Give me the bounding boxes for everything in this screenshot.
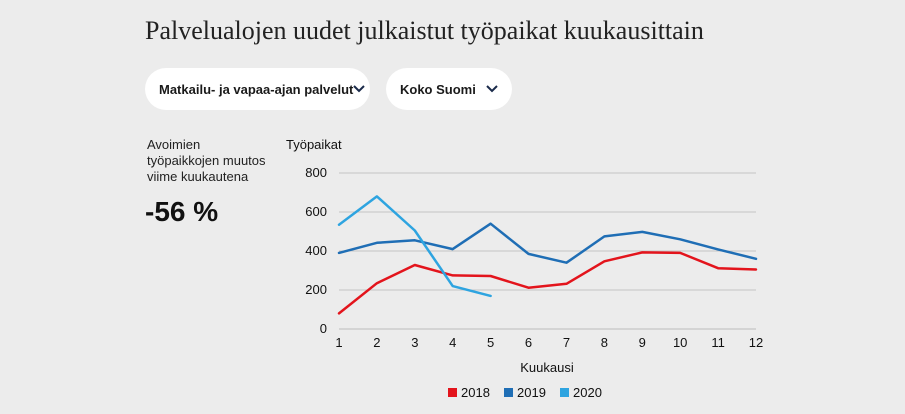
series-line-2018 xyxy=(337,251,758,315)
sector-dropdown[interactable]: Matkailu- ja vapaa-ajan palvelut xyxy=(145,68,370,110)
x-tick-label: 9 xyxy=(639,335,646,350)
chevron-down-icon xyxy=(486,85,498,93)
x-tick-label: 4 xyxy=(449,335,456,350)
x-tick-label: 1 xyxy=(335,335,342,350)
y-tick-label: 0 xyxy=(320,321,327,336)
sector-dropdown-label: Matkailu- ja vapaa-ajan palvelut xyxy=(159,81,354,97)
legend-label-2018: 2018 xyxy=(461,385,490,400)
legend-swatch-2019 xyxy=(504,388,513,397)
series-line-2020 xyxy=(337,195,492,298)
legend-label-2020: 2020 xyxy=(573,385,602,400)
chevron-down-icon xyxy=(353,85,366,93)
legend-label-2019: 2019 xyxy=(517,385,546,400)
region-dropdown[interactable]: Koko Suomi xyxy=(386,68,512,110)
y-tick-label: 800 xyxy=(305,165,327,180)
change-value: -56 % xyxy=(145,196,219,227)
x-tick-label: 5 xyxy=(487,335,494,350)
x-tick-label: 3 xyxy=(411,335,418,350)
x-tick-label: 11 xyxy=(711,335,725,350)
y-tick-label: 200 xyxy=(305,282,327,297)
x-axis-title: Kuukausi xyxy=(520,360,574,375)
x-tick-label: 2 xyxy=(373,335,380,350)
series-line-2019 xyxy=(337,222,758,264)
legend-swatch-2018 xyxy=(448,388,457,397)
legend-swatch-2020 xyxy=(560,388,569,397)
page-title: Palvelualojen uudet julkaistut työpaikat… xyxy=(145,16,704,45)
x-tick-label: 7 xyxy=(563,335,570,350)
change-label: Avoimien työpaikkojen muutos viime kuuka… xyxy=(147,137,266,184)
x-tick-label: 6 xyxy=(525,335,532,350)
x-tick-label: 12 xyxy=(749,335,763,350)
x-tick-label: 8 xyxy=(601,335,608,350)
y-tick-label: 600 xyxy=(305,204,327,219)
region-dropdown-label: Koko Suomi xyxy=(400,81,476,97)
y-tick-label: 400 xyxy=(305,243,327,258)
y-axis-title: Työpaikat xyxy=(286,137,342,152)
x-tick-label: 10 xyxy=(673,335,687,350)
